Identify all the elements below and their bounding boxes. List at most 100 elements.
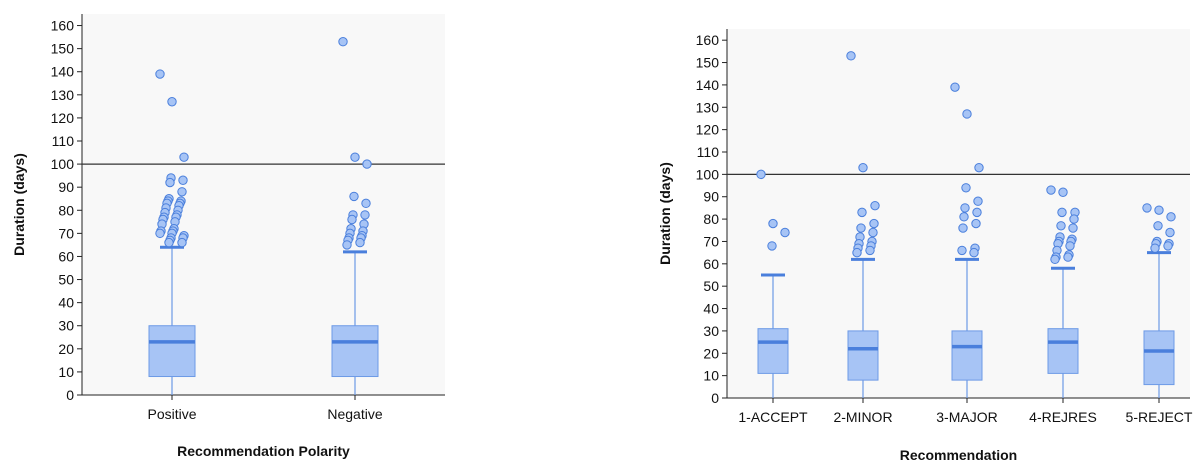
y-tick-label: 160 [696, 32, 720, 48]
y-tick-label: 120 [696, 122, 720, 138]
outlier-point [870, 200, 880, 211]
outlier-point [1165, 227, 1175, 238]
outlier-point [857, 207, 867, 218]
y-tick-label: 60 [58, 248, 74, 264]
outlier-point [767, 241, 777, 251]
outlier-point [1069, 214, 1079, 224]
outlier-point [1065, 241, 1075, 251]
iqr-box [847, 330, 879, 381]
box-4-rejres [1046, 185, 1080, 398]
y-tick-label: 90 [58, 179, 74, 195]
y-tick-label: 10 [58, 364, 74, 380]
y-tick-label: 40 [58, 295, 74, 311]
outlier-point [164, 237, 174, 248]
y-tick-label: 120 [51, 110, 75, 126]
outlier-point [971, 218, 981, 229]
outlier-point [1153, 221, 1163, 231]
y-tick-label: 110 [697, 144, 720, 160]
x-tick-label: Positive [147, 406, 196, 422]
y-tick-label: 80 [703, 211, 719, 227]
y-tick-label: 0 [66, 387, 74, 403]
outlier-point [974, 162, 984, 173]
plot-area [82, 14, 445, 395]
outlier-point [155, 228, 165, 239]
y-tick-label: 160 [51, 18, 75, 34]
outlier-point [961, 183, 971, 193]
box-5-reject [1142, 203, 1176, 398]
y-tick-label: 130 [51, 87, 75, 103]
y-tick-label: 70 [703, 233, 719, 249]
y-tick-label: 70 [58, 225, 74, 241]
outlier-point [865, 245, 875, 256]
outlier-point [856, 223, 866, 233]
outlier-point [969, 247, 979, 258]
outlier-point [177, 237, 187, 248]
y-tick-label: 110 [52, 133, 75, 149]
outlier-point [1154, 205, 1164, 215]
chart-panel-1: 0 10 20 30 40 50 60 70 80 90 100 110 120 130 140 150 160… [11, 14, 445, 459]
outlier-point [350, 152, 360, 162]
outlier-point [1058, 187, 1068, 197]
outlier-point [155, 69, 165, 79]
y-tick-label: 150 [696, 55, 720, 71]
outlier-point [1056, 221, 1066, 231]
y-axis-title: Duration (days) [657, 162, 673, 265]
y-tick-label: 20 [703, 345, 719, 361]
y-tick-label: 100 [696, 166, 720, 182]
iqr-box [1143, 330, 1175, 386]
outlier-point [1142, 203, 1152, 213]
box-1-accept [756, 169, 790, 398]
outlier-point [957, 245, 967, 256]
y-tick-label: 150 [51, 41, 75, 57]
outlier-point [973, 196, 983, 206]
x-axis-title: Recommendation Polarity [177, 443, 350, 459]
x-tick-label: 2-MINOR [833, 409, 892, 425]
outlier-point [362, 159, 372, 169]
outlier-point [165, 177, 175, 188]
outlier-point [780, 227, 790, 238]
outlier-point [868, 227, 878, 238]
outlier-point [1063, 252, 1073, 262]
box-2-minor [846, 51, 880, 398]
outlier-point [349, 191, 359, 202]
outlier-point [177, 187, 187, 197]
outlier-point [360, 210, 370, 220]
y-tick-label: 40 [703, 301, 719, 317]
iqr-box [148, 325, 196, 378]
chart-panel-2: 0 10 20 30 40 50 60 70 80 90 100 110 120 130 140 150 160… [657, 29, 1193, 462]
x-tick-label: 1-ACCEPT [738, 409, 808, 425]
outlier-point [852, 247, 862, 258]
iqr-box [331, 325, 379, 378]
outlier-point [178, 175, 188, 185]
outlier-point [869, 218, 879, 229]
x-axis-title: Recommendation [900, 447, 1017, 462]
iqr-box [757, 328, 789, 374]
outlier-point [167, 97, 177, 107]
iqr-box [951, 330, 983, 381]
y-tick-label: 0 [711, 390, 719, 406]
y-tick-label: 140 [696, 77, 720, 93]
y-tick-label: 130 [696, 99, 720, 115]
outlier-point [347, 214, 357, 225]
outlier-point [958, 223, 968, 233]
box-negative [331, 37, 379, 395]
outlier-point [342, 240, 352, 250]
outlier-point [1046, 185, 1056, 195]
y-tick-label: 80 [58, 202, 74, 218]
outlier-point [756, 169, 766, 180]
iqr-box [1047, 328, 1079, 374]
outlier-point [1057, 207, 1067, 218]
outlier-point [1166, 212, 1176, 222]
y-tick-label: 30 [58, 318, 74, 334]
y-tick-label: 90 [703, 189, 719, 205]
y-axis-title: Duration (days) [11, 153, 27, 256]
outlier-point [1150, 243, 1160, 253]
box-positive [148, 69, 196, 395]
outlier-point [960, 203, 970, 213]
x-tick-label: Negative [327, 406, 382, 422]
y-tick-label: 50 [58, 272, 74, 288]
x-tick-label: 5-REJECT [1126, 409, 1193, 425]
outlier-point [1163, 241, 1173, 251]
outlier-point [959, 212, 969, 222]
box-3-major [950, 82, 984, 398]
